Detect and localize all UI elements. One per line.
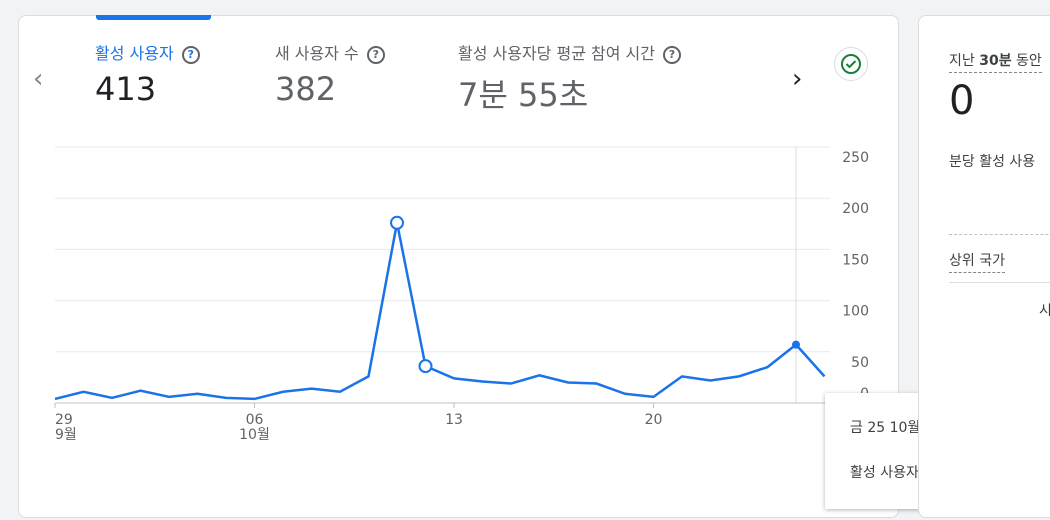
- y-tick-label: 150: [842, 252, 869, 268]
- x-tick-label: 29: [55, 412, 73, 428]
- metric-tab[interactable]: 새 사용자 수?: [275, 40, 385, 64]
- x-tick-label: 06: [246, 412, 264, 428]
- text: 지난: [949, 53, 975, 69]
- tooltip-date: 금 25 10월: [850, 420, 921, 436]
- help-icon[interactable]: ?: [181, 46, 200, 64]
- realtime-card: 지난 30분 동안 0 분당 활성 사용 상위 국가 시: [918, 15, 1050, 518]
- y-tick-label: 250: [842, 150, 869, 166]
- prev-button[interactable]: ‹: [33, 64, 44, 94]
- per-minute-label: 분당 활성 사용: [949, 154, 1036, 170]
- selected-tab-indicator: [96, 15, 211, 20]
- hover-point: [792, 340, 800, 349]
- line: [54, 222, 826, 401]
- metric-tab[interactable]: 활성 사용자당 평균 참여 시간?: [458, 40, 681, 64]
- help-icon[interactable]: ?: [366, 46, 385, 64]
- overview-card: [18, 15, 899, 518]
- metric-label: 활성 사용자: [95, 44, 174, 63]
- help-icon[interactable]: ?: [662, 46, 681, 64]
- anomaly-marker: [390, 215, 404, 230]
- x-tick-label: 13: [445, 412, 463, 428]
- y-tick-label: 100: [842, 304, 869, 320]
- check-icon: [841, 54, 861, 74]
- text: 30분: [979, 53, 1012, 69]
- metric-value: 382: [275, 70, 337, 108]
- metric-value: 413: [95, 70, 157, 108]
- text: 동안: [1016, 53, 1042, 69]
- top-countries-label: 상위 국가: [949, 250, 1005, 273]
- realtime-title: 지난 30분 동안: [949, 50, 1042, 73]
- table-header: 시: [1039, 303, 1050, 319]
- metric-label: 활성 사용자당 평균 참여 시간: [458, 44, 655, 63]
- realtime-value: 0: [949, 78, 975, 124]
- status-button[interactable]: [834, 47, 868, 81]
- divider: [949, 282, 1050, 283]
- x-tick-label: 20: [645, 412, 663, 428]
- metric-tab[interactable]: 활성 사용자?: [95, 40, 200, 64]
- x-tick-month: 9월: [55, 427, 77, 443]
- y-tick-label: 200: [842, 201, 869, 217]
- metric-label: 새 사용자 수: [275, 44, 359, 63]
- metric-value: 7분 55초: [458, 76, 589, 114]
- next-button[interactable]: ›: [792, 64, 803, 94]
- tooltip-series: 활성 사용자: [850, 465, 919, 481]
- y-tick-label: 50: [851, 355, 869, 371]
- anomaly-marker: [418, 359, 433, 374]
- divider: [949, 234, 1050, 235]
- x-tick-month: 10월: [239, 427, 270, 443]
